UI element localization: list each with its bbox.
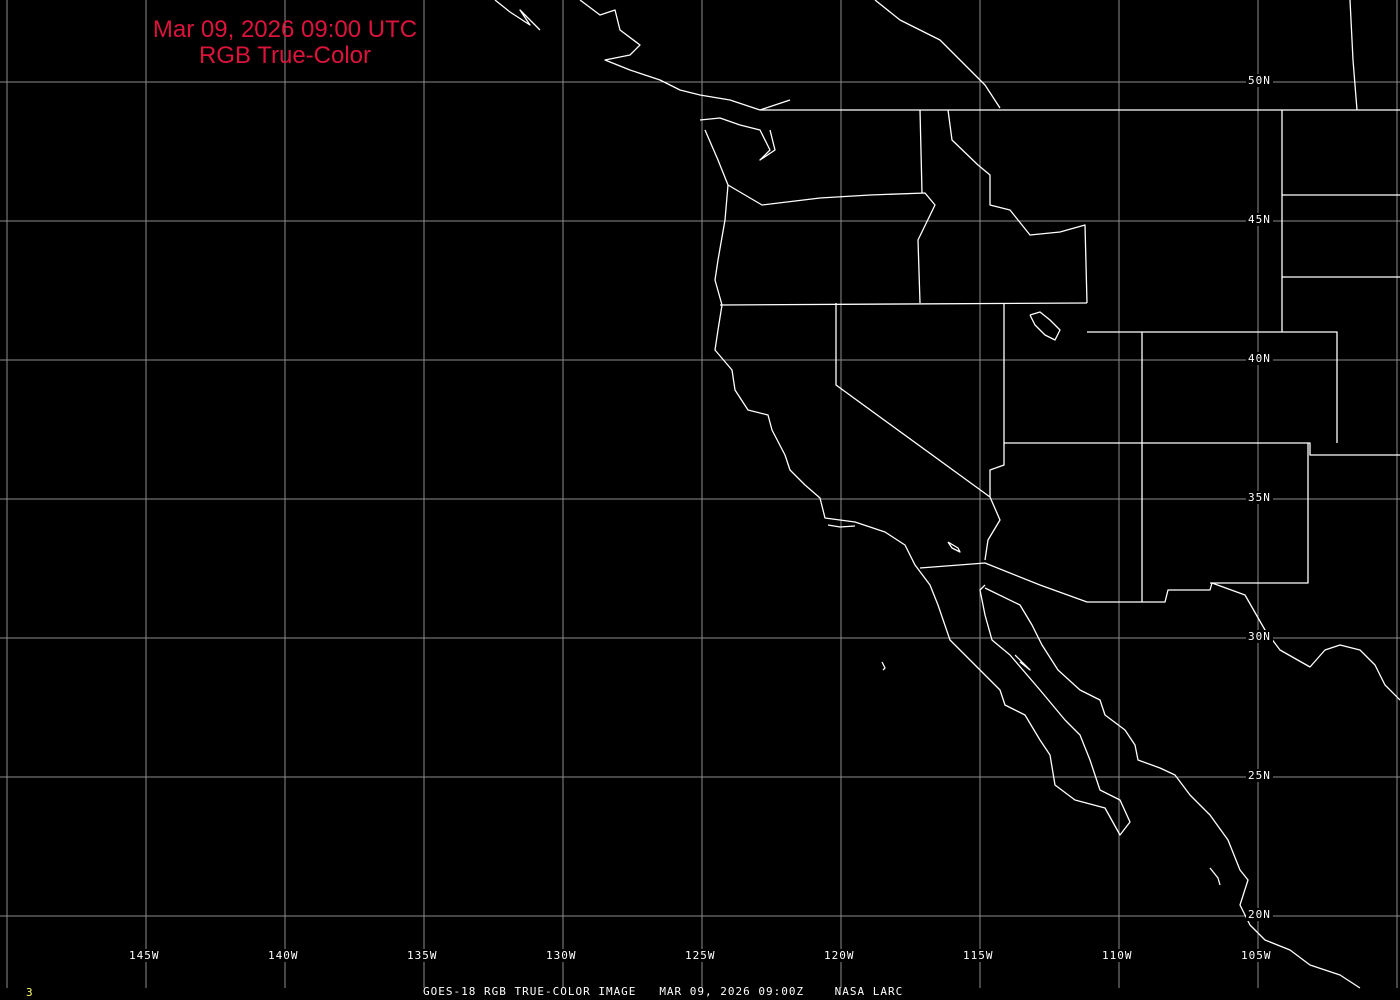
border-nm-tx: [1210, 443, 1309, 584]
coastline-puget: [699, 117, 776, 161]
border-nv-ut: [989, 303, 1005, 497]
coastline-west: [704, 129, 1131, 836]
coastline-gulf-east: [984, 587, 1361, 989]
latitude-label: 25N: [1246, 769, 1273, 782]
latitude-label: 40N: [1246, 352, 1273, 365]
border-id-mt: [947, 109, 1088, 304]
border-us-mexico: [919, 562, 1400, 701]
longitude-label: 130W: [544, 949, 579, 962]
island-guadalupe: [881, 661, 886, 671]
caption-source: NASA LARC: [834, 985, 904, 998]
border-ca-nv: [835, 303, 1001, 561]
border-wa-or: [727, 184, 936, 304]
latitude-label: 35N: [1246, 491, 1273, 504]
islands-revillagigedo: [1209, 867, 1221, 886]
coastline-bc-islands: [579, 0, 791, 111]
border-az-ut: [1004, 442, 1400, 456]
salton-sea: [947, 541, 961, 553]
latitude-label: 50N: [1246, 74, 1273, 87]
latitude-label: 45N: [1246, 213, 1273, 226]
caption-datetime: MAR 09, 2026 09:00Z: [659, 985, 805, 998]
great-salt-lake: [1029, 311, 1061, 341]
islands-gulf: [1014, 654, 1031, 671]
border-or-ca-nv-id: [719, 302, 1088, 306]
longitude-label: 120W: [822, 949, 857, 962]
image-caption: GOES-18 RGB TRUE-COLOR IMAGE MAR 09, 202…: [423, 985, 903, 998]
caption-satellite: GOES-18 RGB TRUE-COLOR IMAGE: [423, 985, 637, 998]
title-product: RGB True-Color: [198, 42, 372, 69]
longitude-label: 140W: [266, 949, 301, 962]
border-wy: [1087, 331, 1338, 443]
border-canada-east: [1349, 0, 1358, 111]
frame-number: 3: [26, 986, 33, 999]
longitude-label: 135W: [405, 949, 440, 962]
longitude-label: 110W: [1100, 949, 1135, 962]
longitude-label: 105W: [1239, 949, 1274, 962]
border-wa-id: [919, 109, 923, 194]
longitude-label: 115W: [961, 949, 996, 962]
channel-islands: [827, 524, 856, 528]
title-datetime: Mar 09, 2026 09:00 UTC: [152, 16, 418, 43]
latitude-label: 20N: [1246, 908, 1273, 921]
coastline-bc: [494, 0, 541, 31]
latitude-label: 30N: [1246, 630, 1273, 643]
border-canada-provinces: [874, 0, 1001, 109]
longitude-label: 145W: [127, 949, 162, 962]
longitude-label: 125W: [683, 949, 718, 962]
